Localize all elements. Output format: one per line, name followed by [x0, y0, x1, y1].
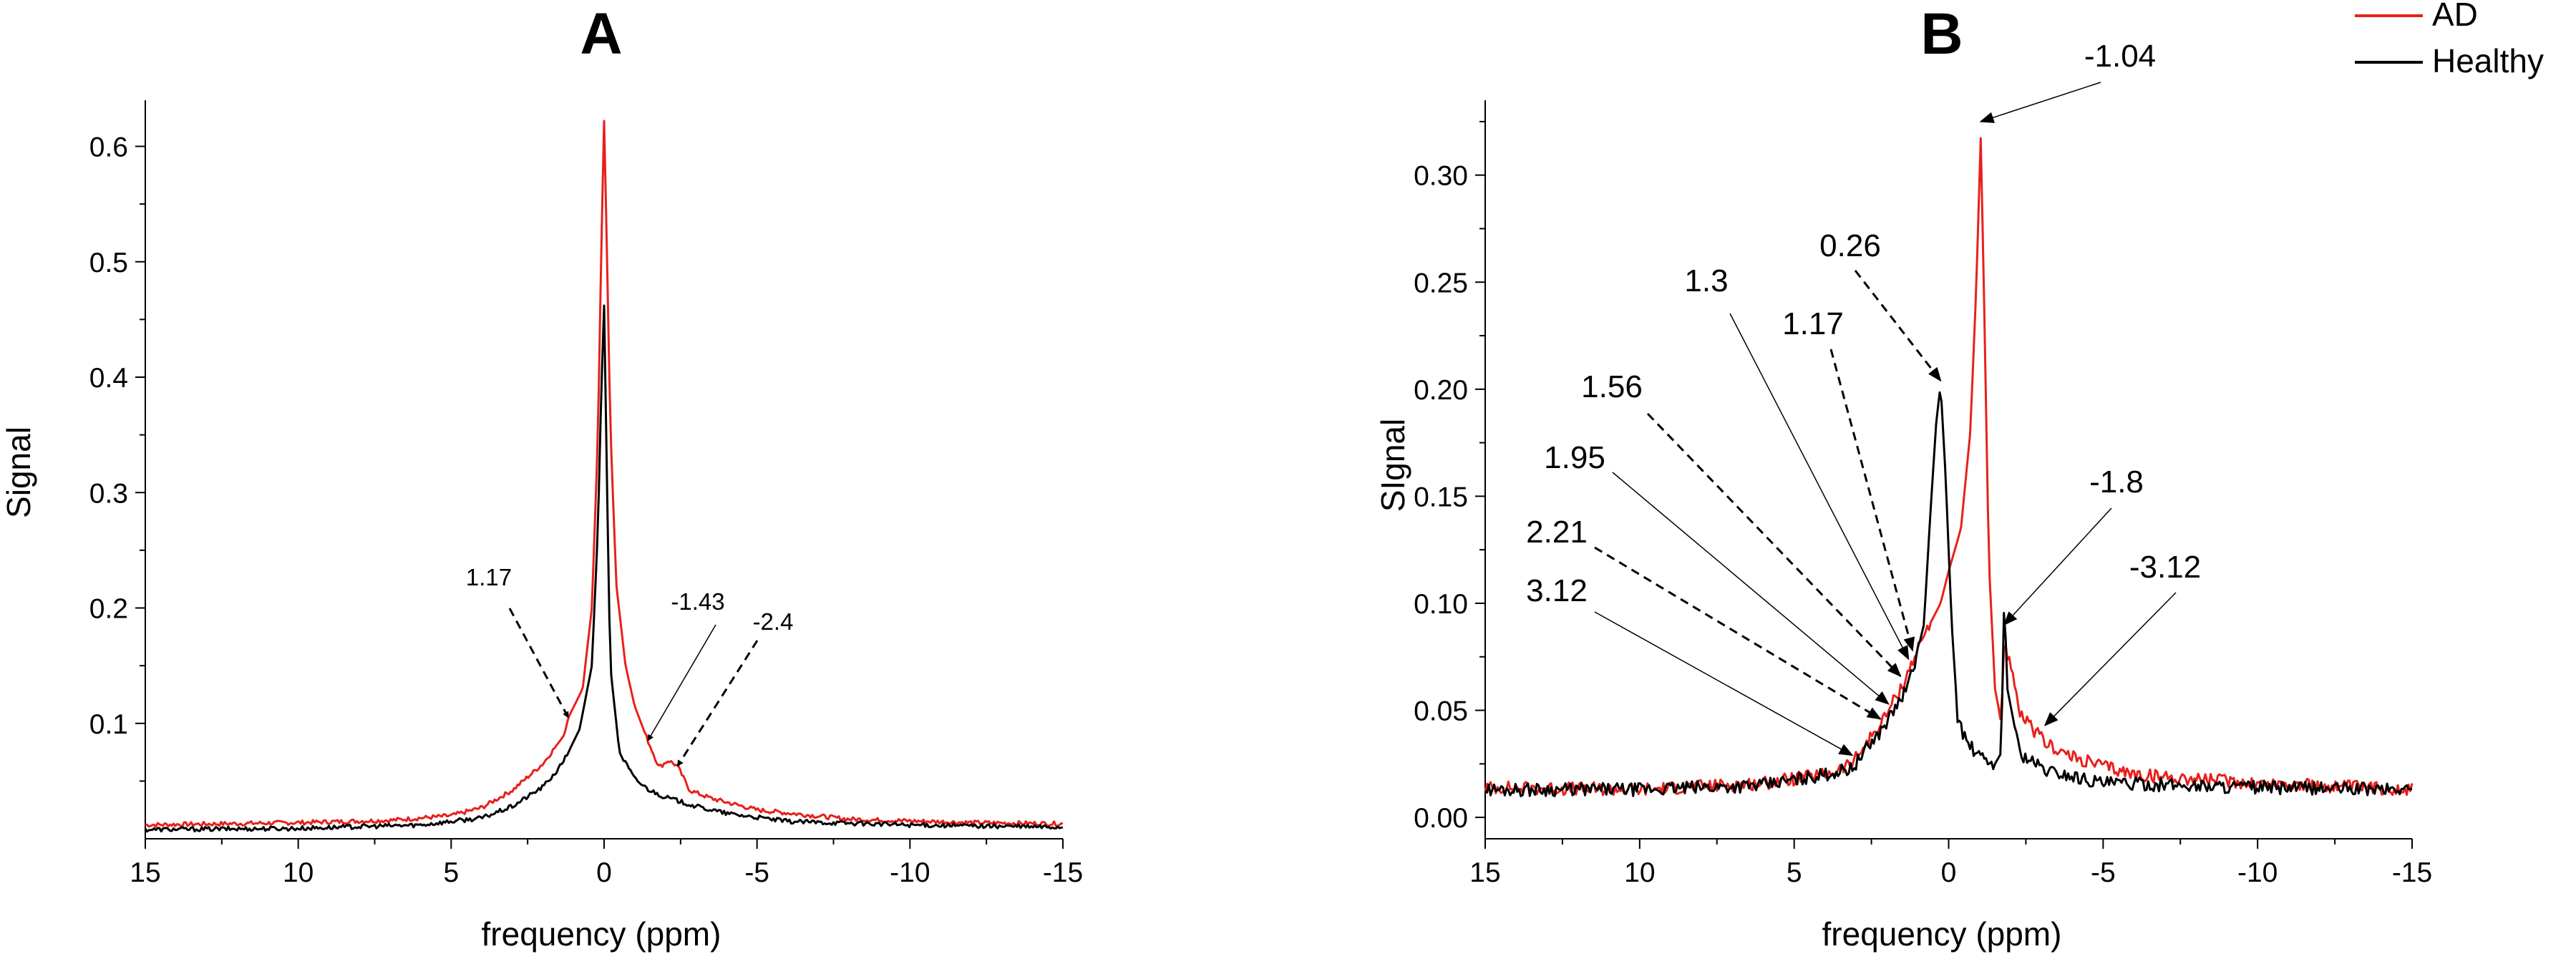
series-line-ad	[145, 120, 1064, 828]
y-tick-label: 0.5	[89, 248, 128, 278]
y-tick-label: 0.20	[1414, 375, 1468, 406]
annotation-label: 0.26	[1819, 228, 1881, 263]
annotation-label: 1.3	[1684, 263, 1728, 298]
y-tick-label: 0.10	[1414, 589, 1468, 620]
annotation-label: 1.95	[1544, 440, 1605, 475]
y-tick-label: 0.00	[1414, 803, 1468, 834]
panel-b: B 15 10 5 0 -5 -10 -15 0.00 0.05 0.10 0.15 0.20 0.25…	[1374, 1, 2432, 953]
annotation-label: -3.12	[2129, 550, 2201, 585]
x-tick-label: 5	[1787, 857, 1802, 888]
annotation-label: 3.12	[1526, 573, 1588, 608]
series-line-healthy	[144, 304, 1064, 833]
x-tick-label: 0	[596, 857, 612, 888]
x-tick-label: -5	[744, 857, 769, 888]
annotation-arrow	[1854, 270, 1942, 382]
y-tick-label: 0.25	[1414, 268, 1468, 298]
y-tick-label: 0.6	[89, 132, 128, 163]
y-tick-label: 0.4	[89, 363, 128, 394]
legend: AD Healthy	[2355, 0, 2544, 79]
panel-b-y-axis-title: SIgnal	[1374, 419, 1411, 512]
annotation-arrow	[1829, 349, 1915, 652]
x-tick-label: -15	[1043, 857, 1083, 888]
legend-label-healthy: Healthy	[2432, 42, 2544, 79]
annotation-label: 1.17	[1782, 306, 1844, 341]
panel-a-x-axis-title: frequency (ppm)	[482, 915, 721, 953]
panel-b-x-axis-title: frequency (ppm)	[1822, 915, 2062, 953]
y-tick-label: 0.30	[1414, 161, 1468, 192]
annotation-arrow	[508, 608, 570, 719]
annotation-label: 1.56	[1581, 369, 1643, 404]
y-tick-label: 0.1	[89, 709, 128, 740]
x-tick-label: -10	[2237, 857, 2278, 888]
panel-a: A 15 10 5 0 -5 -10 -15 0.1 0.2 0.3 0.4 0.5 0.6 1.17 -1…	[0, 1, 1083, 953]
annotation-label: 2.21	[1526, 515, 1588, 550]
x-tick-label: 10	[1624, 857, 1655, 888]
annotation-label: 1.17	[466, 564, 512, 590]
panel-b-letter: B	[1920, 1, 1963, 67]
annotation-arrow	[2043, 592, 2177, 726]
y-tick-label: 0.2	[89, 594, 128, 625]
annotation-arrow	[1594, 611, 1854, 756]
x-tick-label: -10	[890, 857, 930, 888]
annotation-arrow	[1979, 82, 2101, 123]
legend-label-ad: AD	[2432, 0, 2478, 33]
x-tick-label: -5	[2091, 857, 2116, 888]
annotation-arrow	[676, 640, 759, 767]
annotation-label: -1.8	[2089, 464, 2144, 500]
annotation-label: -1.43	[671, 588, 724, 615]
x-tick-label: 15	[130, 857, 160, 888]
y-tick-label: 0.15	[1414, 482, 1468, 512]
x-tick-label: -15	[2392, 857, 2432, 888]
panel-b-plot: 15 10 5 0 -5 -10 -15 0.00 0.05 0.10 0.15 0.20 0.25 0.…	[1414, 39, 2432, 888]
x-tick-label: 5	[443, 857, 459, 888]
y-tick-label: 0.3	[89, 478, 128, 509]
series-line-ad	[1484, 137, 2414, 797]
annotation-label: -1.04	[2084, 39, 2156, 74]
annotation-arrow	[647, 624, 716, 741]
annotation-arrow	[2003, 507, 2112, 626]
panel-a-y-axis-title: Signal	[0, 427, 37, 518]
x-tick-label: 10	[283, 857, 314, 888]
annotation-arrow	[1729, 313, 1910, 661]
annotation-arrow	[1612, 472, 1890, 705]
x-tick-label: 0	[1941, 857, 1957, 888]
y-tick-label: 0.05	[1414, 696, 1468, 727]
annotation-arrow	[1646, 412, 1902, 678]
panel-a-plot: 15 10 5 0 -5 -10 -15 0.1 0.2 0.3 0.4 0.5 0.6 1.17 -1.4…	[89, 100, 1083, 888]
series-line-healthy	[1484, 391, 2413, 797]
annotation-arrow	[1594, 546, 1882, 720]
panel-a-letter: A	[580, 1, 622, 67]
annotation-label: -2.4	[753, 608, 794, 635]
x-tick-label: 15	[1469, 857, 1500, 888]
